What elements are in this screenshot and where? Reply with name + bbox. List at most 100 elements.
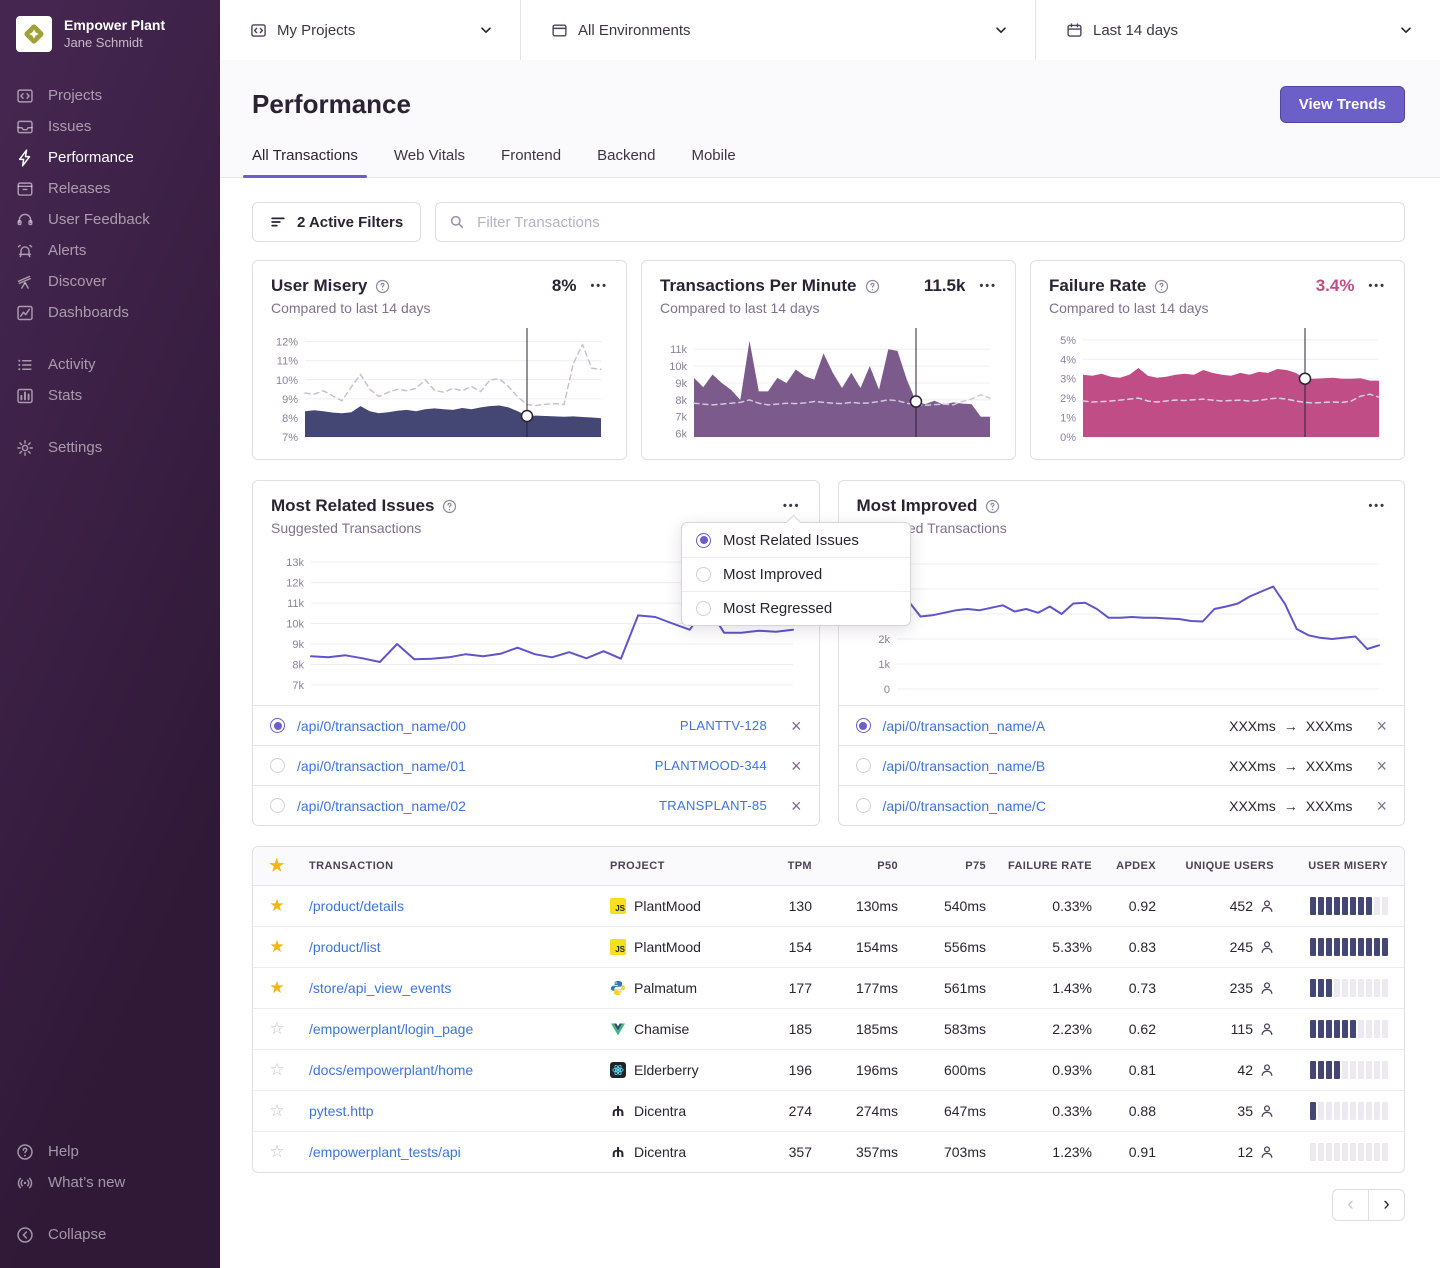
card-menu-button[interactable]: ••• — [979, 281, 997, 292]
svg-text:11%: 11% — [277, 356, 298, 368]
org-name: Empower Plant — [64, 16, 165, 34]
org-switcher[interactable]: Empower Plant Jane Schmidt — [0, 16, 220, 52]
misery-bar-segment — [1382, 938, 1388, 956]
metric-card-title: Transactions Per Minute — [660, 276, 880, 296]
sidebar-item-user-feedback[interactable]: User Feedback — [16, 204, 204, 235]
transaction-link[interactable]: /empowerplant_tests/api — [309, 1144, 461, 1160]
search-input[interactable] — [475, 213, 1391, 232]
star-icon-empty[interactable]: ☆ — [269, 1019, 284, 1038]
most-related-issues-panel-menu-button[interactable]: ••• — [783, 501, 801, 512]
radio-button[interactable] — [856, 798, 871, 813]
misery-bar-segment — [1382, 1061, 1388, 1079]
sidebar-item-activity[interactable]: Activity — [16, 349, 204, 380]
transaction-link[interactable]: /api/0/transaction_name/B — [883, 758, 1218, 774]
transaction-link[interactable]: /product/list — [309, 939, 381, 955]
active-filters-button[interactable]: 2 Active Filters — [252, 202, 421, 242]
radio-button[interactable] — [270, 798, 285, 813]
sidebar-item-help[interactable]: Help — [16, 1136, 204, 1167]
issue-tag[interactable]: PLANTTV-128 — [680, 718, 767, 733]
dropdown-item-most-related-issues[interactable]: Most Related Issues — [682, 523, 910, 557]
sidebar-nav-settings: Settings — [0, 432, 220, 463]
svg-text:12%: 12% — [276, 337, 298, 349]
transaction-link[interactable]: /api/0/transaction_name/01 — [297, 758, 643, 774]
sidebar-item-alerts[interactable]: Alerts — [16, 235, 204, 266]
tab-mobile[interactable]: Mobile — [691, 147, 735, 177]
view-trends-button[interactable]: View Trends — [1280, 86, 1405, 123]
sidebar-item-performance[interactable]: Performance — [16, 142, 204, 173]
most-improved-panel-menu-button[interactable]: ••• — [1368, 501, 1386, 512]
transaction-link[interactable]: /api/0/transaction_name/02 — [297, 798, 647, 814]
sidebar-item-stats[interactable]: Stats — [16, 380, 204, 411]
star-icon-filled[interactable]: ★ — [269, 978, 284, 997]
sidebar-item-releases[interactable]: Releases — [16, 173, 204, 204]
dismiss-icon[interactable]: × — [1376, 797, 1387, 815]
radio-button[interactable] — [270, 718, 285, 733]
tab-backend[interactable]: Backend — [597, 147, 655, 177]
pagination-next-button[interactable]: › — [1368, 1189, 1405, 1221]
metric-card-header: Failure Rate 3.4%••• — [1049, 276, 1386, 296]
transaction-link[interactable]: /product/details — [309, 898, 404, 914]
topbar-select-2[interactable]: Last 14 days — [1035, 0, 1440, 60]
column-header-user-misery: USER MISERY — [1282, 847, 1404, 885]
sidebar-item-collapse[interactable]: Collapse — [16, 1219, 204, 1250]
card-menu-button[interactable]: ••• — [590, 281, 608, 292]
panel-menu-dropdown: Most Related Issues Most Improved Most Reg… — [681, 522, 911, 626]
sidebar-item-settings[interactable]: Settings — [16, 432, 204, 463]
star-icon-filled[interactable]: ★ — [269, 937, 284, 956]
tab-frontend[interactable]: Frontend — [501, 147, 561, 177]
misery-bar-segment — [1366, 938, 1372, 956]
dismiss-icon[interactable]: × — [791, 757, 802, 775]
dismiss-icon[interactable]: × — [791, 797, 802, 815]
star-icon-empty[interactable]: ☆ — [269, 1060, 284, 1079]
dropdown-item-label: Most Improved — [723, 566, 822, 583]
radio-button[interactable] — [270, 758, 285, 773]
dropdown-item-most-regressed[interactable]: Most Regressed — [682, 591, 910, 625]
panel-list-item: /api/0/transaction_name/01 PLANTMOOD-344 × — [253, 745, 819, 785]
transaction-link[interactable]: /api/0/transaction_name/A — [883, 718, 1218, 734]
svg-text:10%: 10% — [276, 375, 298, 387]
misery-bar-segment — [1334, 979, 1340, 997]
topbar-select-1[interactable]: All Environments — [520, 0, 1035, 60]
apdex-cell: 0.83 — [1100, 926, 1164, 967]
dismiss-icon[interactable]: × — [791, 717, 802, 735]
sidebar-item-dashboards[interactable]: Dashboards — [16, 297, 204, 328]
misery-bar-segment — [1318, 1061, 1324, 1079]
transaction-link[interactable]: pytest.http — [309, 1103, 374, 1119]
misery-bar-segment — [1334, 938, 1340, 956]
misery-bar-segment — [1334, 897, 1340, 915]
panel-list-item: /api/0/transaction_name/02 TRANSPLANT-85 × — [253, 785, 819, 825]
tab-all-transactions[interactable]: All Transactions — [252, 147, 358, 177]
unique-users-count: 235 — [1230, 980, 1253, 996]
user-icon — [1260, 940, 1274, 954]
issue-tag[interactable]: PLANTMOOD-344 — [655, 758, 767, 773]
transaction-link[interactable]: /docs/empowerplant/home — [309, 1062, 473, 1078]
dismiss-icon[interactable]: × — [1376, 717, 1387, 735]
sidebar-item-projects[interactable]: Projects — [16, 80, 204, 111]
pagination-prev-button[interactable]: ‹ — [1332, 1189, 1369, 1221]
radio-button[interactable] — [856, 718, 871, 733]
dropdown-item-most-improved[interactable]: Most Improved — [682, 557, 910, 591]
issue-tag[interactable]: TRANSPLANT-85 — [659, 798, 767, 813]
sidebar-item-what-s-new[interactable]: What’s new — [16, 1167, 204, 1198]
transaction-link[interactable]: /api/0/transaction_name/00 — [297, 718, 668, 734]
topbar-select-0[interactable]: My Projects — [220, 0, 520, 60]
failure-rate-cell: 1.23% — [994, 1131, 1100, 1172]
tpm-cell: 130 — [752, 885, 820, 926]
transaction-link[interactable]: /api/0/transaction_name/C — [883, 798, 1218, 814]
star-icon-empty[interactable]: ☆ — [269, 1101, 284, 1120]
user-feedback-icon — [16, 211, 34, 229]
transaction-link[interactable]: /store/api_view_events — [309, 980, 451, 996]
dismiss-icon[interactable]: × — [1376, 757, 1387, 775]
svg-text:4%: 4% — [1060, 354, 1076, 366]
sidebar-item-discover[interactable]: Discover — [16, 266, 204, 297]
tab-web-vitals[interactable]: Web Vitals — [394, 147, 465, 177]
star-icon-filled[interactable]: ★ — [269, 896, 284, 915]
misery-bar-segment — [1374, 1020, 1380, 1038]
unique-users-count: 35 — [1237, 1103, 1253, 1119]
radio-button[interactable] — [856, 758, 871, 773]
column-header-transaction: TRANSACTION — [301, 847, 602, 885]
card-menu-button[interactable]: ••• — [1368, 281, 1386, 292]
star-icon-empty[interactable]: ☆ — [269, 1142, 284, 1161]
sidebar-item-issues[interactable]: Issues — [16, 111, 204, 142]
transaction-link[interactable]: /empowerplant/login_page — [309, 1021, 473, 1037]
